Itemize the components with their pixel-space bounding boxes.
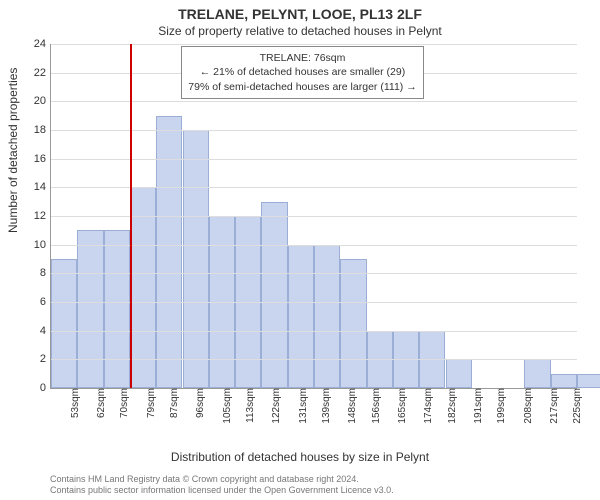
bar [340, 259, 366, 388]
x-tick: 62sqm [92, 388, 107, 418]
bar [51, 259, 77, 388]
y-tick: 4 [40, 325, 51, 337]
y-tick: 14 [34, 181, 51, 193]
x-tick: 148sqm [343, 388, 358, 424]
bar [551, 374, 577, 388]
y-tick: 24 [34, 38, 51, 50]
x-axis-label: Distribution of detached houses by size … [0, 450, 600, 464]
x-tick: 182sqm [443, 388, 458, 424]
annotation-line-2: ← 21% of detached houses are smaller (29… [188, 65, 416, 79]
x-tick: 53sqm [66, 388, 81, 418]
chart-subtitle: Size of property relative to detached ho… [0, 24, 600, 38]
bar [524, 359, 550, 388]
y-tick: 12 [34, 210, 51, 222]
bar [183, 130, 209, 388]
y-tick: 22 [34, 67, 51, 79]
bar [130, 187, 156, 388]
y-tick: 16 [34, 153, 51, 165]
x-tick: 122sqm [267, 388, 282, 424]
y-tick: 0 [40, 382, 51, 394]
y-tick: 6 [40, 296, 51, 308]
x-tick: 96sqm [191, 388, 206, 418]
bar [77, 230, 103, 388]
x-tick: 225sqm [568, 388, 583, 424]
y-tick: 20 [34, 95, 51, 107]
bar [577, 374, 600, 388]
bar [288, 245, 314, 388]
reference-line [130, 44, 132, 388]
y-axis-label: Number of detached properties [6, 68, 20, 233]
x-tick: 199sqm [492, 388, 507, 424]
y-tick: 2 [40, 353, 51, 365]
bar [446, 359, 472, 388]
annotation-line-1: TRELANE: 76sqm [188, 51, 416, 65]
x-tick: 191sqm [469, 388, 484, 424]
y-tick: 8 [40, 267, 51, 279]
footnote-line-2: Contains public sector information licen… [50, 485, 394, 495]
x-tick: 174sqm [419, 388, 434, 424]
x-tick: 208sqm [519, 388, 534, 424]
x-tick: 87sqm [165, 388, 180, 418]
annotation-line-3: 79% of semi-detached houses are larger (… [188, 80, 416, 94]
x-tick: 139sqm [317, 388, 332, 424]
x-tick: 105sqm [218, 388, 233, 424]
x-tick: 70sqm [115, 388, 130, 418]
y-tick: 10 [34, 239, 51, 251]
chart-title: TRELANE, PELYNT, LOOE, PL13 2LF [0, 6, 600, 22]
bar [104, 230, 130, 388]
bar [314, 245, 340, 388]
footnote-line-1: Contains HM Land Registry data © Crown c… [50, 474, 359, 484]
y-tick: 18 [34, 124, 51, 136]
x-tick: 113sqm [241, 388, 256, 423]
x-tick: 165sqm [393, 388, 408, 424]
plot-area: 02468101214161820222453sqm62sqm70sqm79sq… [50, 44, 577, 389]
x-tick: 217sqm [545, 388, 560, 424]
x-tick: 131sqm [294, 388, 309, 424]
x-tick: 79sqm [142, 388, 157, 418]
bar [156, 116, 182, 388]
x-tick: 156sqm [367, 388, 382, 424]
annotation-box: TRELANE: 76sqm← 21% of detached houses a… [181, 46, 423, 99]
footnote: Contains HM Land Registry data © Crown c… [50, 474, 590, 497]
